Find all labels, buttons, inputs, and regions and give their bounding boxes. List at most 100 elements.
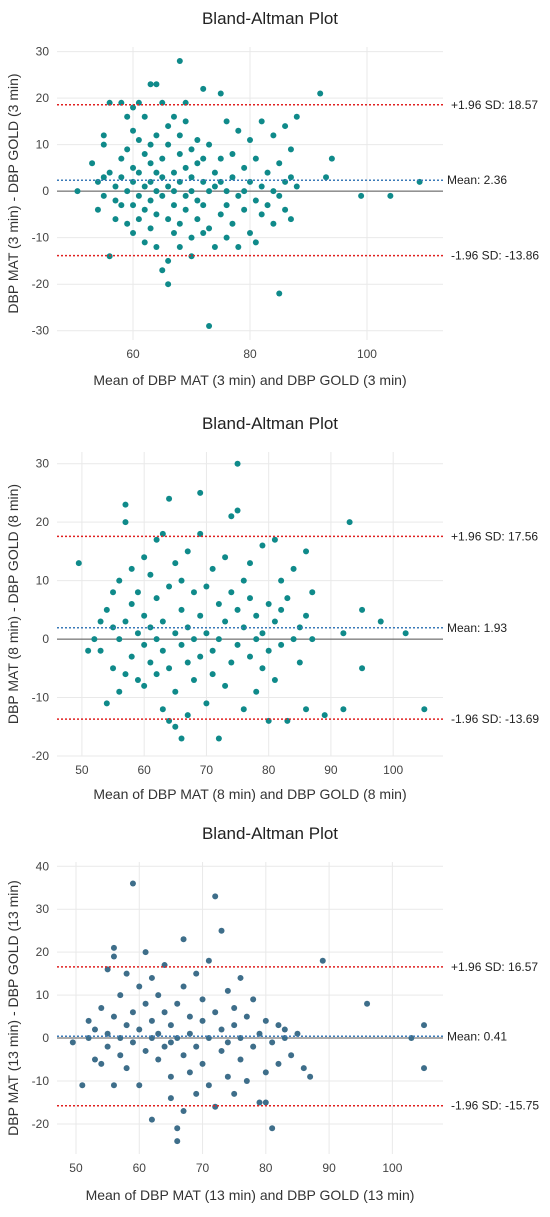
data-point: [161, 1009, 168, 1016]
data-point: [215, 601, 222, 607]
data-point: [323, 174, 330, 181]
data-point: [229, 174, 236, 181]
data-point: [165, 141, 172, 148]
data-point: [106, 169, 113, 176]
data-point: [180, 936, 187, 943]
x-axis-label: Mean of DBP MAT (8 min) and DBP GOLD (8 …: [93, 786, 406, 802]
data-point: [116, 636, 123, 643]
bland-altman-chart-8min: Bland-Altman Plot 50 60 70 80 90 100 -20 -10 0 10 2…: [5, 414, 539, 802]
data-point: [421, 1022, 428, 1029]
data-point: [104, 966, 111, 973]
data-point: [359, 665, 366, 672]
data-point: [234, 460, 241, 467]
data-point: [247, 653, 253, 660]
data-point: [200, 155, 207, 162]
x-tick-label: 80: [262, 763, 276, 777]
chart-title: Bland-Altman Plot: [202, 824, 338, 843]
data-point: [180, 1108, 187, 1115]
data-point: [110, 953, 117, 960]
data-point: [116, 577, 123, 584]
data-point: [206, 323, 213, 330]
data-point: [259, 630, 266, 637]
data-point: [117, 1052, 124, 1059]
data-point: [235, 127, 242, 134]
data-point: [200, 230, 207, 237]
mean-label: Mean: 2.36: [447, 173, 507, 187]
data-point: [259, 542, 266, 549]
y-tick-label: -10: [32, 1074, 50, 1088]
data-point: [167, 1022, 174, 1029]
data-point: [205, 957, 212, 964]
data-point: [79, 1082, 86, 1089]
data-point: [136, 983, 143, 990]
data-point: [153, 536, 160, 543]
data-point: [178, 606, 185, 613]
data-point: [262, 1099, 269, 1106]
data-point: [128, 653, 135, 660]
data-point: [69, 1039, 76, 1046]
x-axis-label: Mean of DBP MAT (3 min) and DBP GOLD (3 …: [93, 372, 406, 388]
data-point: [167, 1095, 174, 1102]
mean-label: Mean: 0.41: [447, 1029, 507, 1043]
data-point: [122, 501, 129, 508]
data-point: [276, 290, 283, 297]
data-point: [124, 146, 131, 153]
data-point: [165, 123, 172, 130]
data-point: [211, 183, 218, 190]
data-point: [112, 216, 119, 223]
data-point: [91, 636, 98, 643]
data-point: [387, 192, 394, 199]
data-point: [184, 548, 191, 555]
data-point: [234, 606, 241, 613]
data-point: [188, 174, 195, 181]
data-point: [228, 513, 235, 520]
data-point: [128, 565, 135, 572]
data-point: [130, 202, 137, 209]
data-point: [199, 1017, 206, 1024]
data-point: [104, 1030, 111, 1037]
x-tick-label: 60: [137, 763, 151, 777]
data-point: [217, 211, 224, 218]
data-point: [402, 630, 409, 637]
data-point: [197, 530, 204, 537]
upper-loa-label: +1.96 SD: 17.56: [451, 529, 538, 543]
chart-title: Bland-Altman Plot: [202, 9, 338, 28]
data-points: [69, 880, 428, 1145]
data-point: [197, 489, 204, 496]
y-tick-label: 30: [36, 457, 50, 471]
data-point: [155, 1030, 162, 1037]
data-point: [199, 1060, 206, 1067]
data-point: [243, 1013, 250, 1020]
x-tick-label: 90: [322, 1161, 336, 1175]
data-point: [135, 169, 142, 176]
grid-lines: [57, 862, 443, 1154]
y-tick-label: -10: [32, 691, 50, 705]
x-tick-label: 60: [133, 1161, 147, 1175]
data-point: [212, 1009, 219, 1016]
data-point: [211, 243, 218, 250]
data-point: [91, 1056, 98, 1063]
data-point: [243, 1078, 250, 1084]
data-point: [129, 1039, 136, 1046]
data-point: [222, 682, 229, 689]
data-point: [129, 1009, 136, 1016]
data-point: [184, 624, 191, 631]
data-point: [224, 987, 231, 994]
data-point: [287, 146, 294, 153]
data-point: [262, 1017, 269, 1024]
data-point: [240, 624, 247, 631]
data-point: [167, 1039, 174, 1046]
data-point: [174, 1138, 181, 1145]
data-point: [165, 281, 172, 288]
data-point: [165, 257, 172, 264]
y-tick-label: -20: [32, 749, 50, 763]
data-point: [110, 1013, 117, 1020]
data-point: [252, 197, 259, 204]
data-point: [170, 169, 177, 176]
data-point: [247, 230, 253, 237]
data-point: [271, 536, 278, 543]
data-point: [153, 671, 160, 678]
data-point: [203, 583, 210, 590]
data-point: [155, 1056, 162, 1063]
data-point: [159, 99, 166, 106]
